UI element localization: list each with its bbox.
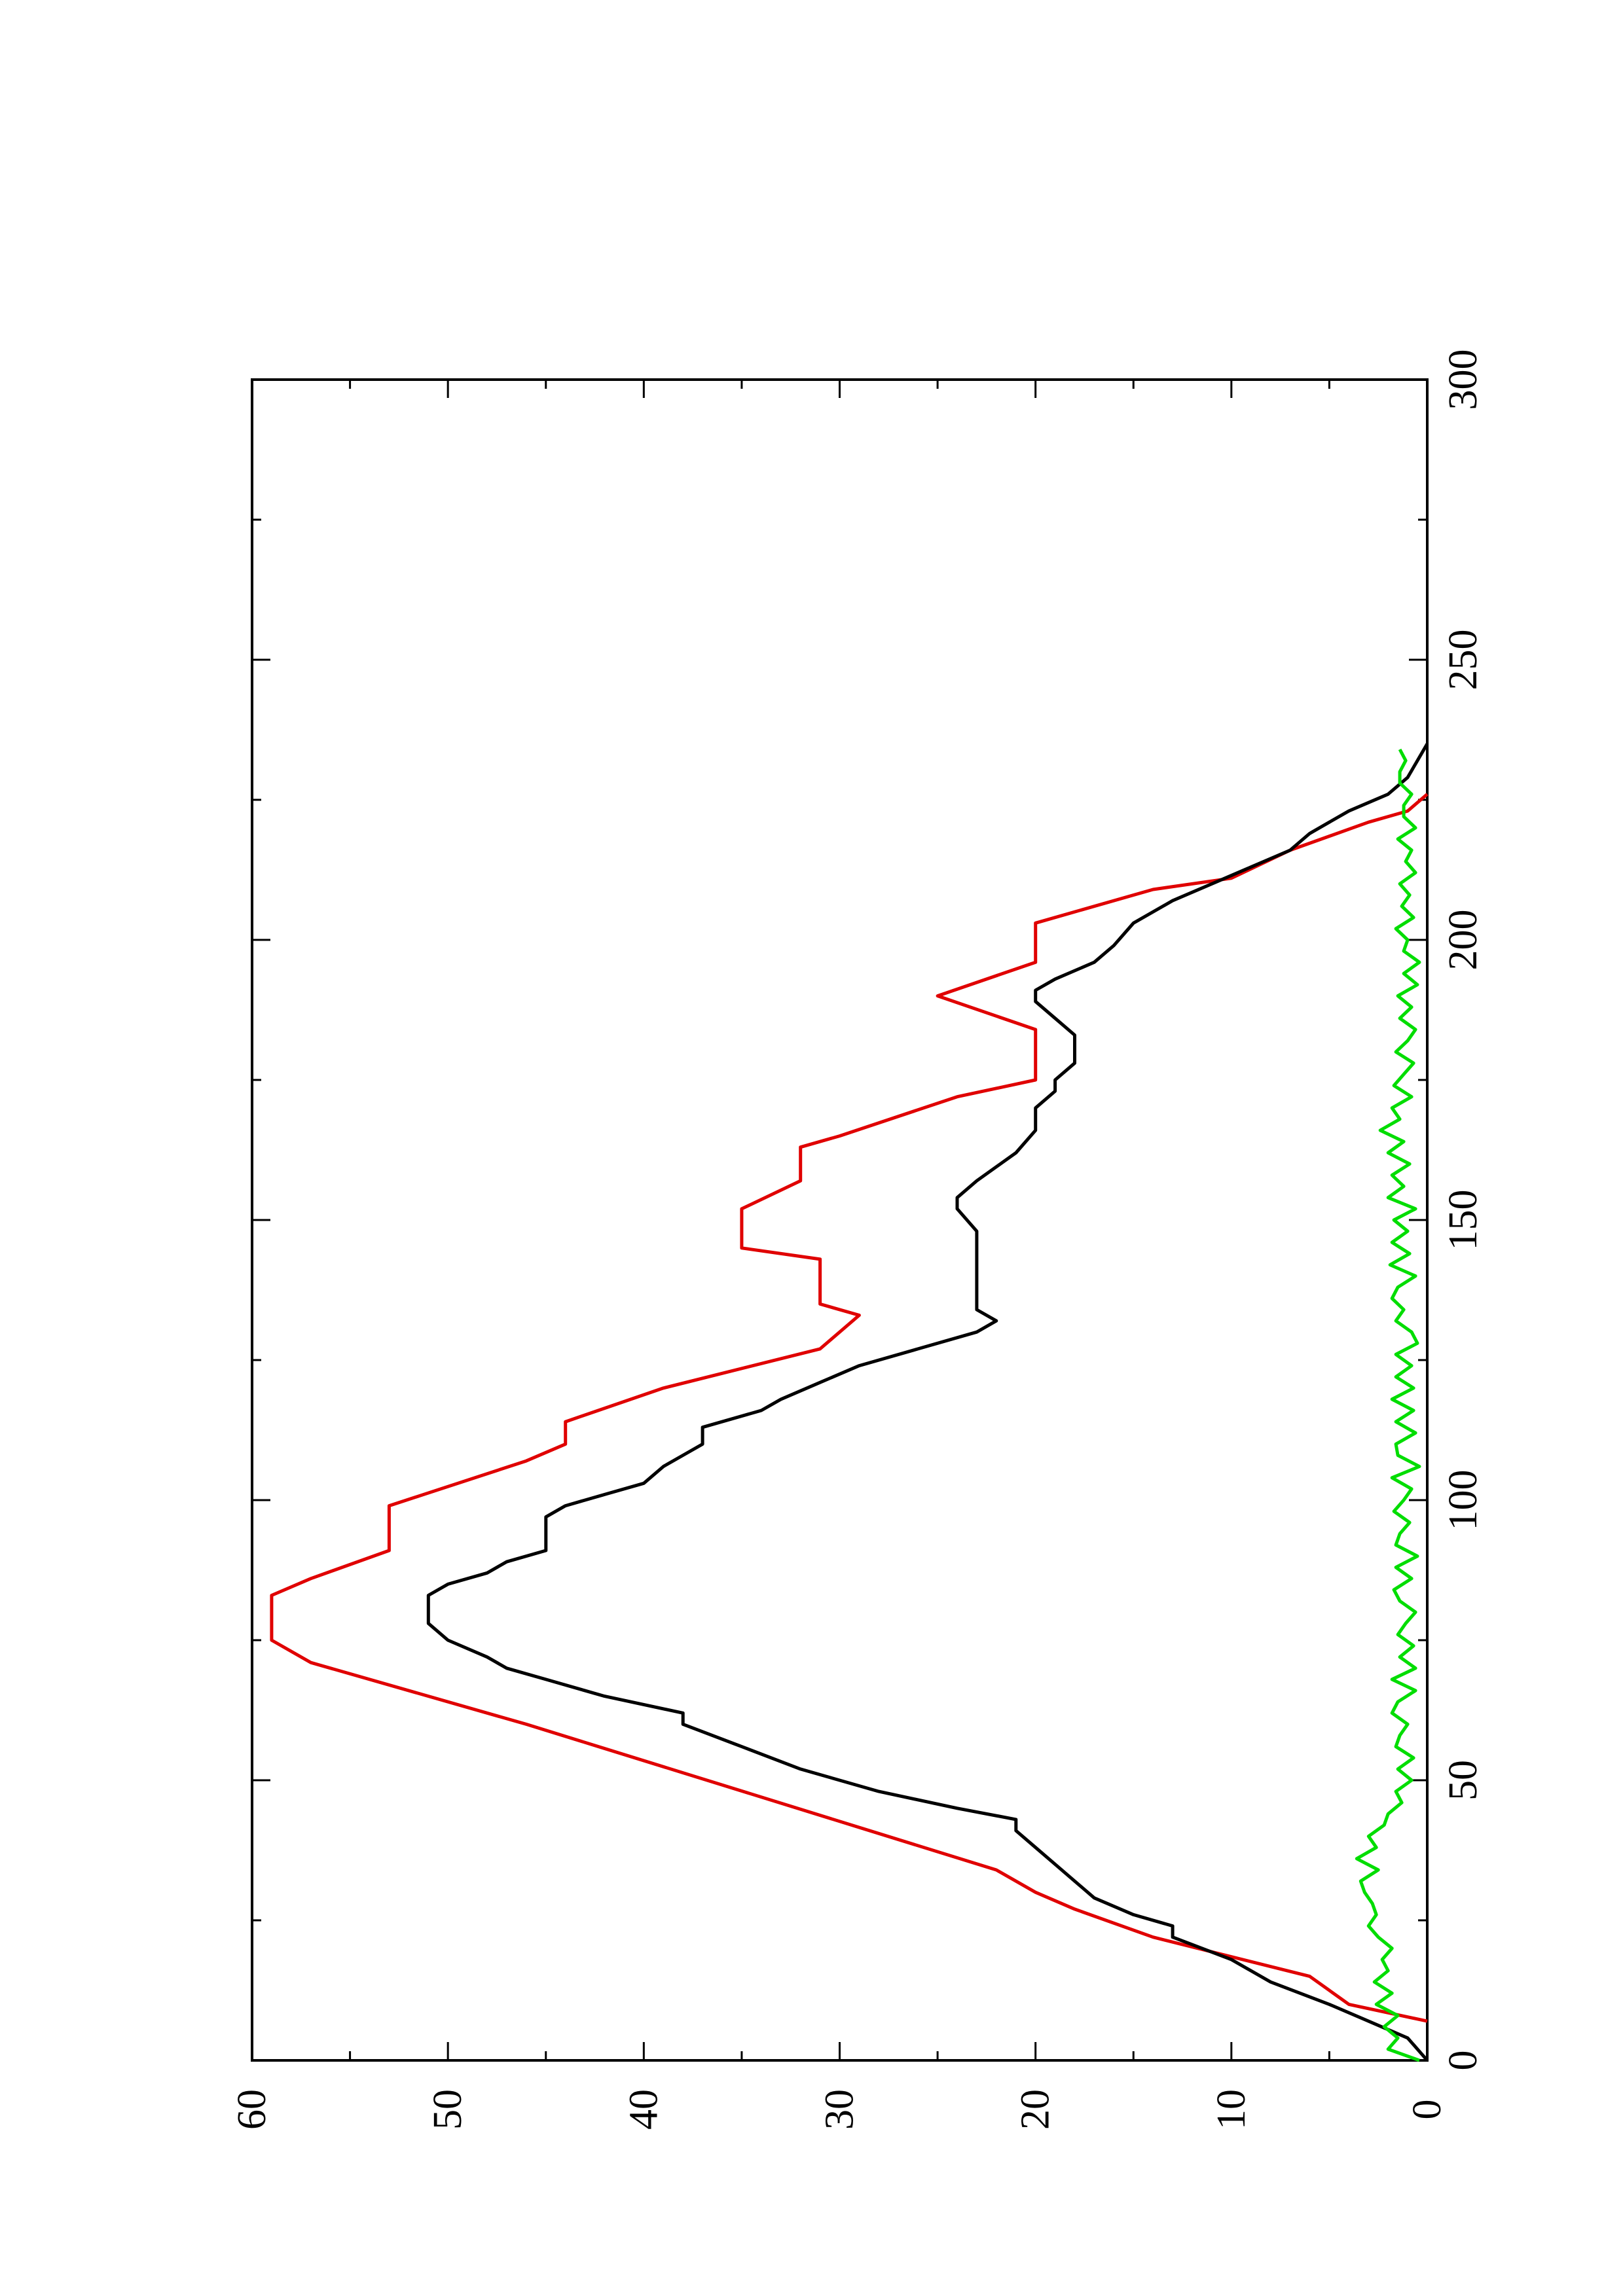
y-tick-label: 10: [1209, 2089, 1254, 2130]
x-tick-label: 0: [1441, 2051, 1486, 2071]
x-tick-label: 200: [1441, 910, 1486, 971]
x-tick-label: 300: [1441, 350, 1486, 410]
x-tick-label: 250: [1441, 630, 1486, 691]
y-tick-label: 30: [818, 2089, 862, 2130]
x-tick-label: 100: [1441, 1470, 1486, 1531]
x-tick-label: 50: [1441, 1760, 1486, 1801]
y-tick-label: 40: [621, 2089, 666, 2130]
series-line-3: [1355, 748, 1421, 2062]
y-tick-label: 50: [426, 2089, 470, 2130]
series-line-1: [270, 793, 1429, 2023]
plot-frame: [251, 378, 1429, 2062]
y-tick-label: 60: [230, 2089, 274, 2130]
series-line-2: [426, 743, 1429, 2062]
y-tick-label: 20: [1013, 2089, 1058, 2130]
tick-marks: [251, 378, 1429, 2062]
series-layer: [270, 743, 1429, 2062]
x-tick-label: 150: [1441, 1190, 1486, 1251]
y-tick-label: 0: [1405, 2100, 1450, 2120]
tick-labels: 0 50 100 150 200 250 300 0 10 20 30 40 50 60: [230, 350, 1486, 2130]
